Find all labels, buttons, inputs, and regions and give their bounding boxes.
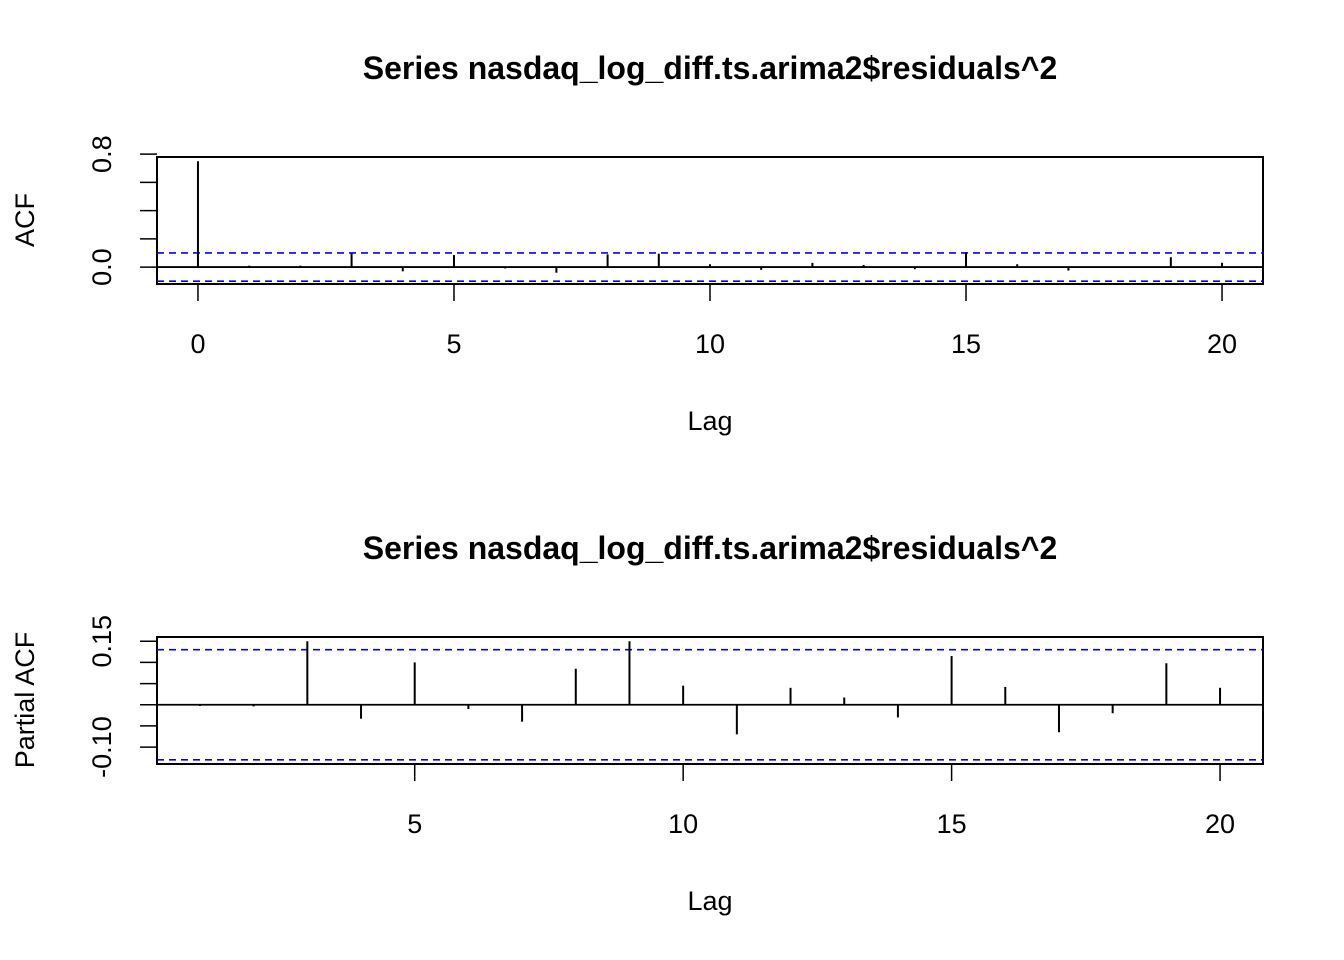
pacf-x-axis-label: Lag [687, 886, 732, 916]
pacf-panel: Series nasdaq_log_diff.ts.arima2$residua… [10, 530, 1264, 916]
acf-chart-title: Series nasdaq_log_diff.ts.arima2$residua… [363, 50, 1058, 86]
acf-y-axis-label: ACF [10, 193, 40, 247]
acf-panel: Series nasdaq_log_diff.ts.arima2$residua… [10, 50, 1264, 436]
pacf-y-axis-label: Partial ACF [10, 632, 40, 769]
acf-marks: 0 5 10 15 20 0.0 0.8 [87, 135, 1264, 359]
acf-x-tick-label: 15 [951, 329, 981, 359]
pacf-marks: 5 10 15 20 -0.10 0.15 [87, 615, 1264, 839]
pacf-y-tick-label: 0.15 [87, 615, 117, 668]
pacf-x-tick-label: 15 [937, 809, 967, 839]
acf-x-tick-label: 5 [446, 329, 461, 359]
acf-y-tick-label: 0.8 [87, 135, 117, 173]
acf-x-tick-label: 20 [1207, 329, 1237, 359]
pacf-chart-title: Series nasdaq_log_diff.ts.arima2$residua… [363, 530, 1058, 566]
acf-y-tick-label: 0.0 [87, 248, 117, 286]
acf-x-axis-label: Lag [687, 406, 732, 436]
pacf-x-tick-label: 10 [668, 809, 698, 839]
pacf-plot-frame [156, 636, 1264, 765]
acf-x-tick-label: 0 [190, 329, 205, 359]
pacf-x-tick-label: 5 [407, 809, 422, 839]
pacf-x-tick-label: 20 [1205, 809, 1235, 839]
acf-x-tick-label: 10 [695, 329, 725, 359]
pacf-y-tick-label: -0.10 [87, 716, 117, 778]
